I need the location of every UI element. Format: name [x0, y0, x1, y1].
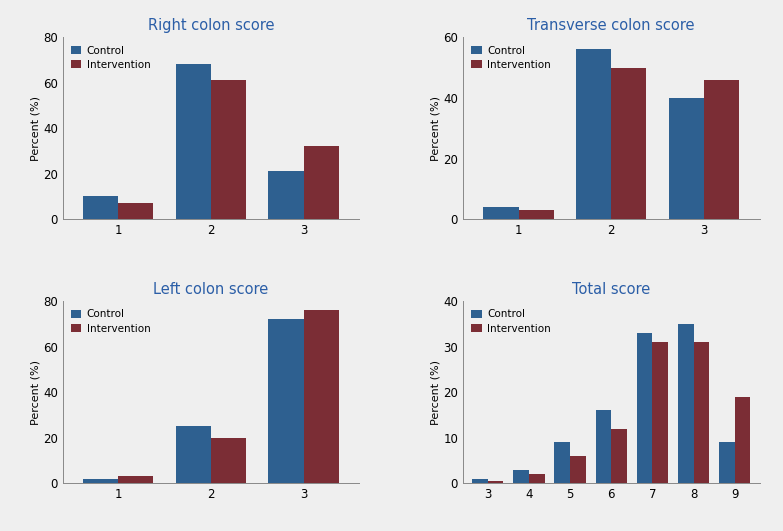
Bar: [704, 80, 739, 219]
Y-axis label: Percent (%): Percent (%): [30, 96, 40, 161]
Title: Total score: Total score: [572, 282, 651, 297]
Title: Transverse colon score: Transverse colon score: [528, 18, 695, 33]
Bar: [488, 481, 503, 483]
Bar: [304, 147, 339, 219]
Bar: [269, 172, 304, 219]
Bar: [529, 474, 544, 483]
Bar: [576, 49, 612, 219]
Bar: [637, 333, 652, 483]
Bar: [596, 410, 612, 483]
Bar: [612, 429, 627, 483]
Bar: [719, 442, 734, 483]
Legend: Control, Intervention: Control, Intervention: [68, 306, 153, 337]
Bar: [669, 98, 704, 219]
Bar: [513, 469, 529, 483]
Bar: [570, 456, 586, 483]
Legend: Control, Intervention: Control, Intervention: [468, 42, 554, 73]
Bar: [518, 210, 554, 219]
Y-axis label: Percent (%): Percent (%): [30, 359, 40, 425]
Legend: Control, Intervention: Control, Intervention: [468, 306, 554, 337]
Bar: [472, 478, 488, 483]
Bar: [211, 80, 246, 219]
Bar: [554, 442, 570, 483]
Title: Left colon score: Left colon score: [153, 282, 269, 297]
Bar: [304, 310, 339, 483]
Bar: [118, 476, 153, 483]
Bar: [83, 478, 118, 483]
Title: Right colon score: Right colon score: [148, 18, 274, 33]
Bar: [211, 438, 246, 483]
Bar: [694, 342, 709, 483]
Y-axis label: Percent (%): Percent (%): [431, 359, 441, 425]
Y-axis label: Percent (%): Percent (%): [431, 96, 441, 161]
Bar: [118, 203, 153, 219]
Bar: [175, 426, 211, 483]
Bar: [175, 64, 211, 219]
Bar: [269, 319, 304, 483]
Bar: [734, 397, 750, 483]
Bar: [678, 324, 694, 483]
Bar: [483, 207, 518, 219]
Bar: [652, 342, 668, 483]
Bar: [83, 196, 118, 219]
Bar: [612, 67, 647, 219]
Legend: Control, Intervention: Control, Intervention: [68, 42, 153, 73]
